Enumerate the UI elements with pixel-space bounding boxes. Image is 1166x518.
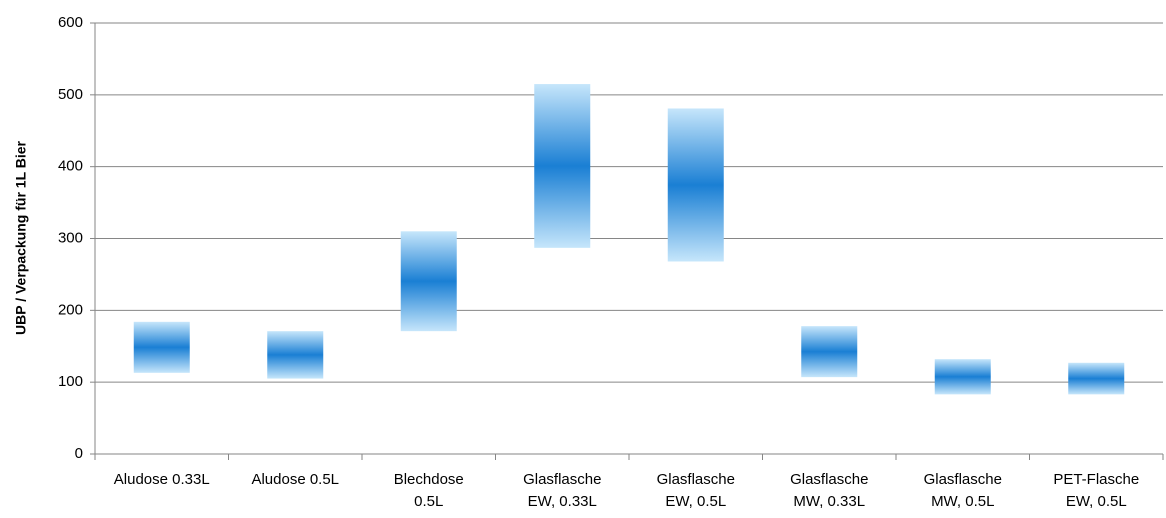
y-tick-label: 600 xyxy=(58,14,83,31)
y-tick-label: 500 xyxy=(58,86,83,103)
range-bar xyxy=(534,84,591,248)
x-tick-label: PET-Flasche EW, 0.5L xyxy=(1053,471,1140,510)
y-tick-label: 200 xyxy=(58,301,83,318)
y-tick-label: 400 xyxy=(58,158,83,175)
x-tick-label: Aludose 0.33L xyxy=(113,471,210,488)
range-bar xyxy=(1068,362,1125,395)
y-axis-title: UBP / Verpackung für 1L Bier xyxy=(13,140,29,335)
x-tick-label: Aludose 0.5L xyxy=(251,471,340,488)
range-bar xyxy=(667,108,724,262)
y-tick-label: 0 xyxy=(75,445,83,462)
range-bar xyxy=(934,359,991,395)
y-tick-label: 100 xyxy=(58,373,83,390)
x-tick-label: Glasflasche EW, 0.33L xyxy=(523,471,602,510)
range-bar xyxy=(801,326,858,378)
x-tick-label: Blechdose 0.5L xyxy=(393,471,464,510)
range-bar xyxy=(400,231,457,332)
x-tick-label: Glasflasche MW, 0.33L xyxy=(790,471,869,510)
range-bar xyxy=(133,321,190,373)
range-bar xyxy=(267,331,324,379)
y-tick-label: 300 xyxy=(58,229,83,246)
x-tick-label: Glasflasche EW, 0.5L xyxy=(656,471,735,510)
x-tick-label: Glasflasche MW, 0.5L xyxy=(923,471,1002,510)
